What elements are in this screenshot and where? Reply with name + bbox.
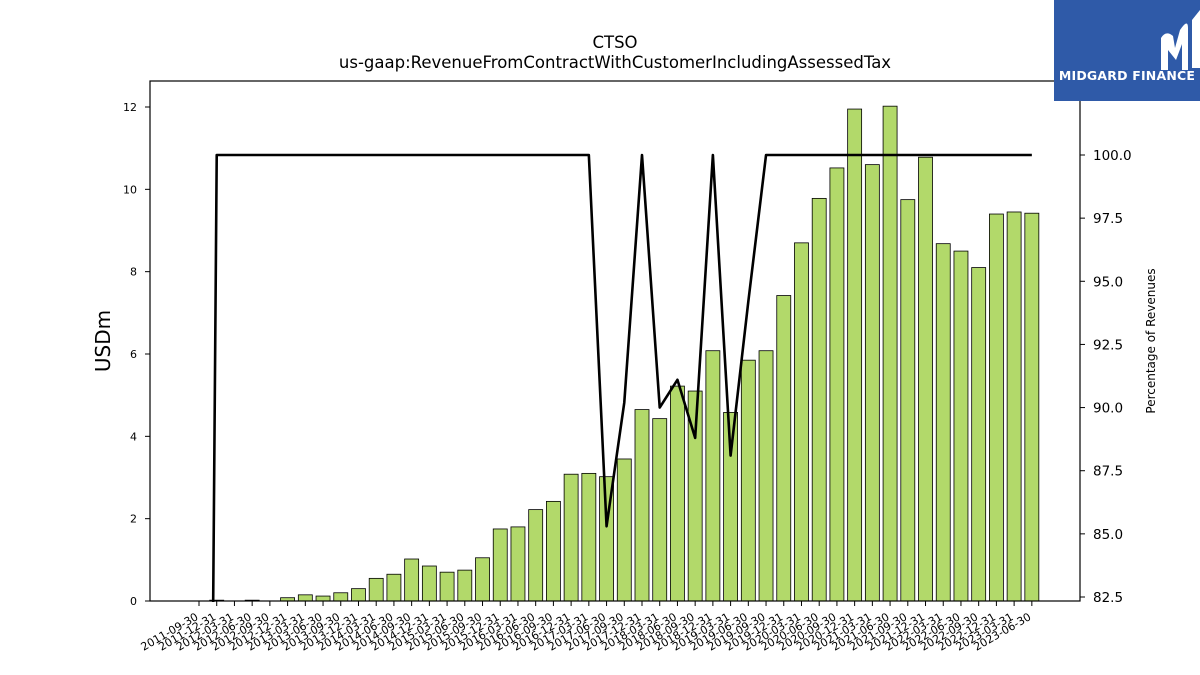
y2-tick-label: 85.0: [1093, 527, 1123, 543]
bar: [297, 594, 313, 602]
bar: [989, 213, 1004, 602]
y2-axis-label: Percentage of Revenues: [1144, 268, 1158, 413]
bar: [563, 473, 579, 602]
bar: [670, 385, 685, 602]
bar: [652, 418, 668, 602]
y2-tick-label: 100.0: [1093, 148, 1132, 164]
y-tick-label: 6: [130, 348, 137, 361]
chart-title: CTSO: [592, 33, 637, 52]
y2-tick-label: 92.5: [1093, 337, 1123, 353]
bar: [475, 557, 490, 602]
bar: [439, 571, 455, 602]
y2-tick-label: 90.0: [1093, 401, 1123, 417]
bar: [847, 108, 863, 602]
bar: [776, 295, 792, 602]
bar: [1006, 211, 1022, 602]
series-line: [211, 153, 1032, 603]
bar: [546, 500, 561, 602]
logo-mark-icon: [1161, 10, 1200, 70]
y-tick-label: 12: [123, 101, 137, 114]
bar: [404, 558, 420, 602]
bar: [935, 243, 951, 602]
y-tick-label: 10: [123, 183, 137, 196]
bar: [368, 577, 384, 602]
plot-frame: [149, 80, 1081, 602]
logo-text: MIDGARD FINANCE: [1058, 68, 1196, 83]
bar: [421, 565, 437, 602]
y-axis-left: 0 2 4 6 8 10 12: [123, 101, 150, 608]
bar: [528, 509, 544, 602]
bars-group: [209, 105, 1040, 602]
bar: [457, 569, 473, 602]
y-tick-label: 4: [130, 430, 137, 443]
chart-subtitle: us-gaap:RevenueFromContractWithCustomerI…: [339, 53, 891, 72]
y-axis-right: 82.5 85.0 87.5 90.0 92.5 95.0 97.5 100.0: [1080, 148, 1132, 606]
y-tick-label: 8: [130, 266, 137, 279]
line-group: [211, 153, 1032, 603]
bar: [953, 250, 969, 602]
bar: [386, 573, 402, 602]
y-axis-label: USDm: [91, 310, 115, 372]
bar: [900, 199, 916, 602]
y2-tick-label: 95.0: [1093, 274, 1123, 290]
bar: [864, 164, 880, 602]
bar: [616, 458, 632, 602]
y2-tick-label: 87.5: [1093, 464, 1123, 480]
y-tick-label: 0: [130, 595, 137, 608]
brand-logo: MIDGARD FINANCE: [1054, 0, 1200, 101]
bar: [758, 350, 774, 602]
bar: [634, 409, 650, 602]
bar: [882, 105, 898, 602]
y-tick-label: 2: [130, 513, 137, 526]
bar: [315, 595, 331, 602]
bar: [1024, 212, 1040, 602]
bar: [581, 472, 597, 602]
bar: [705, 350, 721, 602]
bar: [829, 167, 845, 602]
bar: [492, 528, 508, 602]
bar: [333, 592, 349, 602]
bar: [794, 242, 809, 602]
y2-tick-label: 82.5: [1093, 590, 1123, 606]
y2-tick-label: 97.5: [1093, 211, 1123, 227]
bar: [740, 359, 756, 602]
bar: [510, 526, 526, 602]
bar: [918, 156, 933, 602]
x-axis: 2011-09-302011-12-312012-03-312012-06-30…: [139, 601, 1033, 654]
bar: [971, 267, 987, 602]
bar: [351, 588, 366, 602]
bar: [811, 197, 827, 602]
